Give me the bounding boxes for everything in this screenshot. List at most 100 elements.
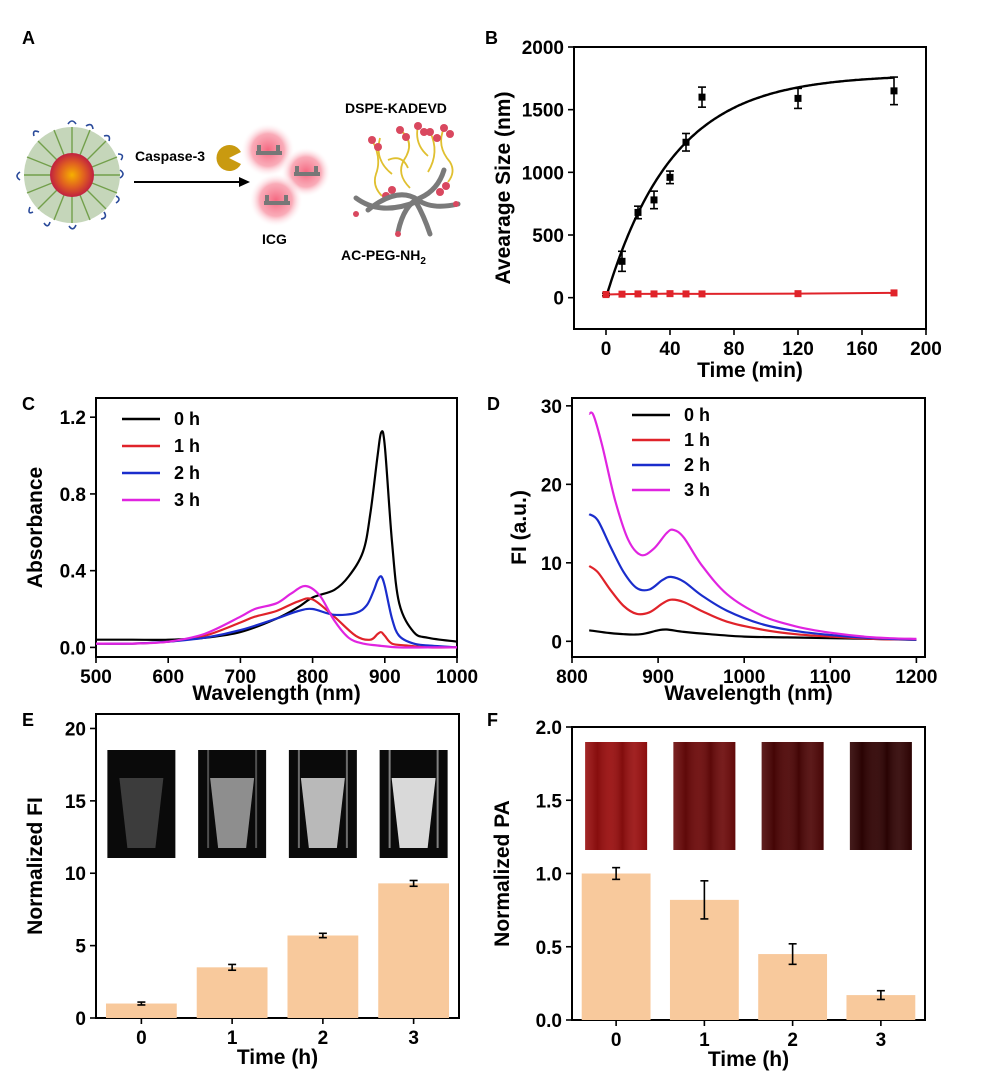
x-tick-label: 1 xyxy=(699,1030,710,1051)
data-point-black xyxy=(666,173,674,181)
x-tick-label: 3 xyxy=(876,1030,887,1051)
fluorescence-tube xyxy=(300,778,345,848)
panel-letter-f: F xyxy=(487,710,498,730)
series-line xyxy=(588,411,917,640)
x-axis-label: Wavelength (nm) xyxy=(192,682,360,705)
data-point-black xyxy=(618,257,626,265)
icg-label: ICG xyxy=(262,231,287,247)
series-line xyxy=(95,575,458,649)
panel-letter-c: C xyxy=(22,394,35,414)
data-point-black xyxy=(890,87,898,95)
schematic-panel: Caspase-3 ICG DSPE-KADEVD xyxy=(16,100,461,267)
data-point-red xyxy=(650,290,658,298)
x-tick-label: 3 xyxy=(408,1028,419,1049)
pacman-icon xyxy=(216,145,241,171)
polymer-label: AC-PEG-NH2 xyxy=(341,247,426,267)
legend-label: 2 h xyxy=(174,463,200,483)
y-tick-label: 0 xyxy=(553,289,564,310)
y-tick-label: 0.5 xyxy=(536,938,563,959)
bar xyxy=(105,1003,177,1018)
y-tick-label: 500 xyxy=(532,226,564,247)
pa-image-texture xyxy=(761,742,824,850)
data-point-black xyxy=(682,138,690,146)
panel-letter-e: E xyxy=(22,710,34,730)
x-tick-label: 120 xyxy=(782,339,814,360)
y-tick-label: 0.0 xyxy=(60,638,86,659)
y-tick-label: 1.5 xyxy=(536,791,563,812)
x-tick-label: 2 xyxy=(318,1028,329,1049)
data-point-black xyxy=(698,93,706,101)
legend-label: 1 h xyxy=(174,436,200,456)
y-tick-label: 0.4 xyxy=(60,562,87,583)
lipid-label: DSPE-KADEVD xyxy=(345,100,447,116)
y-tick-label: 1.2 xyxy=(60,408,86,429)
x-tick-label: 1 xyxy=(227,1028,238,1049)
x-tick-label: 900 xyxy=(369,667,401,688)
x-tick-label: 1000 xyxy=(723,667,765,688)
y-tick-label: 20 xyxy=(65,719,86,740)
chart-f-normalized-pa: 0.0 0.5 1.0 1.5 2.0 Time (h) Normalized PA 0 1 2 3 xyxy=(491,718,926,1071)
chart-e-frame xyxy=(95,713,460,1019)
series-line xyxy=(95,597,458,649)
legend-label: 0 h xyxy=(174,409,200,429)
y-axis-label: Absorbance xyxy=(24,467,47,588)
panel-letter-b: B xyxy=(485,28,498,48)
data-point-red xyxy=(682,290,690,298)
x-tick-label: 1200 xyxy=(895,667,937,688)
series-line xyxy=(95,584,457,649)
x-tick-label: 800 xyxy=(297,667,329,688)
y-axis-label: Avearage Size (nm) xyxy=(492,92,515,285)
chart-c-frame xyxy=(95,397,458,658)
peg-polymer-illustration xyxy=(353,167,461,237)
series-line xyxy=(589,628,917,641)
pa-image-texture xyxy=(849,742,912,850)
x-tick-label: 600 xyxy=(152,667,184,688)
enzyme-label: Caspase-3 xyxy=(135,148,205,164)
data-point-red xyxy=(890,289,898,297)
x-tick-label: 1100 xyxy=(810,667,851,688)
y-tick-label: 10 xyxy=(65,864,86,885)
bar xyxy=(581,873,651,1020)
y-tick-label: 10 xyxy=(541,554,562,575)
legend-label: 1 h xyxy=(684,430,710,450)
y-tick-label: 30 xyxy=(541,397,562,418)
x-axis-label: Time (h) xyxy=(708,1048,789,1071)
y-tick-label: 0.8 xyxy=(60,485,86,506)
chart-b-frame xyxy=(573,46,927,330)
x-tick-label: 0 xyxy=(136,1028,147,1049)
data-point-red xyxy=(794,290,802,298)
series-line xyxy=(588,513,917,641)
y-tick-label: 1.0 xyxy=(536,865,562,886)
bar xyxy=(196,967,268,1018)
chart-c-absorbance: 500 600 700 800 900 1000 0.0 0.4 0.8 1.2 Wavelengt… xyxy=(24,397,478,705)
chart-d-fluorescence: 800 900 1000 1100 1200 0 10 20 30 Wavelength (nm)… xyxy=(508,397,938,705)
lipid-peptide-illustration xyxy=(368,122,454,200)
polymer-label-main: AC-PEG-NH xyxy=(341,247,420,263)
legend-label: 3 h xyxy=(684,480,710,500)
x-tick-label: 800 xyxy=(556,667,588,688)
x-tick-label: 200 xyxy=(910,339,942,360)
data-point-red xyxy=(666,290,674,298)
data-point-red xyxy=(602,291,610,299)
y-tick-label: 2000 xyxy=(522,38,564,59)
bar xyxy=(669,899,739,1020)
data-point-black xyxy=(794,94,802,102)
y-axis-label: FI (a.u.) xyxy=(508,490,531,565)
data-point-black xyxy=(650,196,658,204)
y-tick-label: 15 xyxy=(65,792,87,813)
series-line-red xyxy=(605,291,895,296)
x-tick-label: 700 xyxy=(225,667,257,688)
y-axis-label: Normalized FI xyxy=(24,797,47,935)
panel-letter-d: D xyxy=(487,394,500,414)
x-tick-label: 0 xyxy=(611,1030,622,1051)
data-point-red xyxy=(618,290,626,298)
y-tick-label: 20 xyxy=(541,475,562,496)
series-line xyxy=(588,565,917,641)
y-tick-label: 1500 xyxy=(522,101,564,122)
fluorescence-tube xyxy=(391,778,436,848)
data-point-red xyxy=(634,290,642,298)
x-axis-label: Time (h) xyxy=(237,1046,318,1069)
y-tick-label: 5 xyxy=(75,937,86,958)
